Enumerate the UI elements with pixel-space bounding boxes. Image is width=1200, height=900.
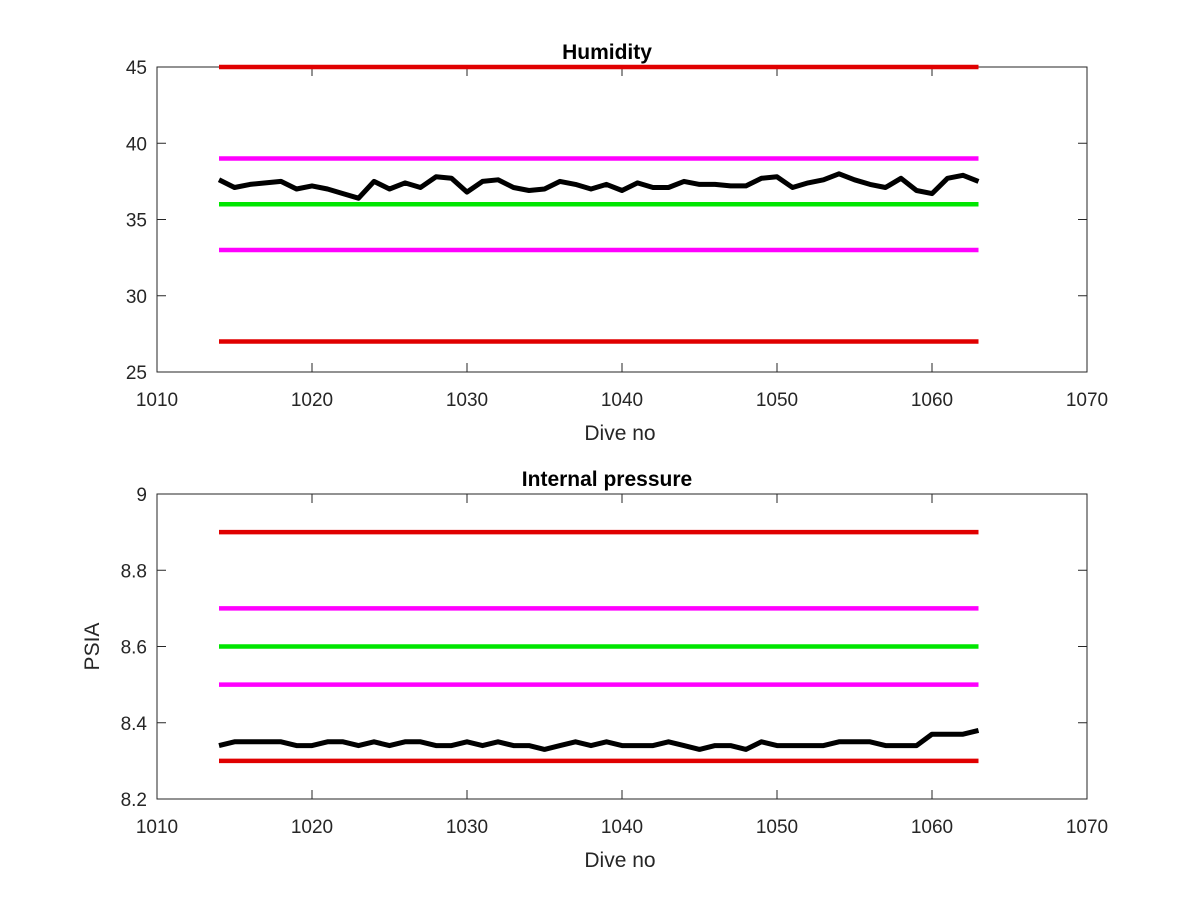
- series-line-measured: [217, 171, 980, 201]
- y-tick-label: 25: [126, 363, 147, 384]
- x-tick-label: 1030: [446, 390, 488, 411]
- y-tick-label: 9: [136, 485, 147, 506]
- x-tick-label: 1060: [911, 817, 953, 838]
- x-tick-label: 1050: [756, 390, 798, 411]
- x-axis-label: Dive no: [584, 849, 655, 872]
- x-tick-label: 1030: [446, 817, 488, 838]
- y-tick-label: 35: [126, 211, 147, 232]
- y-tick-label: 45: [126, 58, 147, 79]
- x-tick-label: 1070: [1066, 817, 1108, 838]
- x-tick-label: 1010: [136, 817, 178, 838]
- x-tick-label: 1020: [291, 817, 333, 838]
- x-tick-label: 1010: [136, 390, 178, 411]
- chart-title: Internal pressure: [522, 468, 692, 491]
- x-tick-label: 1040: [601, 390, 643, 411]
- x-tick-label: 1060: [911, 390, 953, 411]
- y-tick-label: 8.4: [121, 714, 148, 735]
- chart-title: Humidity: [562, 41, 652, 64]
- chart-panel-2: 1010 1020 1030 1040 1050 1060 1070 8.2 8.4 8.6 8.8…: [81, 468, 1108, 872]
- y-tick-label: 40: [126, 134, 147, 155]
- chart-panel-1: 1010 1020 1030 1040 1050 1060 1070 25 30 35 40 45 Hu…: [126, 41, 1108, 445]
- x-tick-label: 1040: [601, 817, 643, 838]
- plot-area: [156, 66, 1088, 373]
- y-tick-label: 8.6: [121, 638, 147, 659]
- y-tick-label: 8.8: [121, 561, 147, 582]
- x-tick-label: 1070: [1066, 390, 1108, 411]
- y-tick-label: 30: [126, 287, 147, 308]
- x-axis-label: Dive no: [584, 422, 655, 445]
- y-axis-label: PSIA: [81, 623, 104, 671]
- x-tick-label: 1050: [756, 817, 798, 838]
- x-tick-label: 1020: [291, 390, 333, 411]
- series-line-measured: [218, 727, 980, 752]
- y-tick-label: 8.2: [121, 790, 147, 811]
